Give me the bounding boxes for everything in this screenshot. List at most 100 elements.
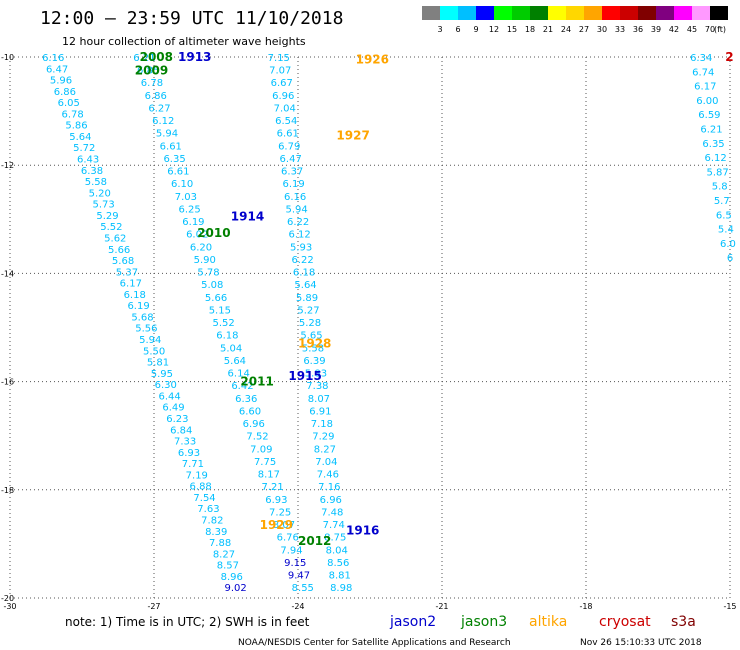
lon-tick-label: -15 [723, 602, 736, 611]
swh-value: 7.33 [174, 437, 196, 448]
pass-label: 2009 [135, 64, 168, 78]
swh-value: 7.19 [186, 470, 208, 481]
swh-value: 6.36 [235, 394, 257, 405]
swh-value: 6.21 [700, 124, 722, 135]
swh-value: 9.15 [284, 558, 306, 569]
legend-swatch [530, 6, 548, 20]
lat-tick-label: -16 [1, 378, 14, 387]
swh-value: 6.85 [137, 66, 159, 77]
lon-tick-label: -24 [291, 602, 304, 611]
swh-value: 6.21 [133, 53, 155, 64]
swh-value: 6.54 [275, 116, 297, 127]
swh-value: 6.22 [291, 255, 313, 266]
pass-label: 1928 [298, 337, 331, 351]
lat-tick-label: -10 [1, 53, 14, 62]
satellite-name: jason2 [389, 614, 436, 630]
swh-value: 6.91 [309, 406, 331, 417]
legend-swatch [440, 6, 458, 20]
swh-value: 6.00 [696, 96, 718, 107]
swh-value: 8.17 [258, 470, 280, 481]
swh-value: 5.64 [224, 356, 246, 367]
swh-value: 6.38 [81, 166, 103, 177]
swh-value: 6.34 [690, 53, 712, 64]
swh-value: 6.44 [158, 391, 180, 402]
timestamp-text: Nov 26 15:10:33 UTC 2018 [580, 638, 702, 648]
pass-label: 2011 [240, 375, 273, 389]
axis-tick-labels: -30 -27 -24 -21 -18 -15 -10 -12 -14 -16 -18 -20 [1, 53, 737, 611]
swh-value: 7.82 [201, 515, 223, 526]
swh-value: 7.15 [268, 53, 290, 64]
swh-value: 5.68 [131, 312, 153, 323]
swh-value: 7.52 [246, 432, 268, 443]
swh-value: 6.20 [190, 242, 212, 253]
swh-value: 7.54 [193, 493, 215, 504]
swh-value: 5.28 [299, 318, 321, 329]
credit-text: NOAA/NESDIS Center for Satellite Applica… [238, 638, 511, 648]
swh-value: 6.43 [77, 155, 99, 166]
lon-tick-label: -27 [147, 602, 160, 611]
legend-label: 27 [579, 25, 589, 34]
legend-label: 39 [651, 25, 661, 34]
swh-value: 9.47 [288, 571, 310, 582]
swh-value: 5.58 [85, 177, 107, 188]
legend-swatch [692, 6, 710, 20]
swh-value: 7.09 [250, 444, 272, 455]
swh-value: 5.96 [50, 76, 72, 87]
pass-label: 1916 [346, 523, 379, 537]
swh-value: 5.56 [135, 324, 157, 335]
swh-value: 5.90 [194, 255, 216, 266]
lon-tick-label: -30 [3, 602, 16, 611]
swh-value: 6.18 [293, 268, 315, 279]
swh-value: 5.83 [305, 369, 327, 380]
swh-value: 6.61 [160, 141, 182, 152]
swh-value: 5.81 [147, 358, 169, 369]
pass-label: 2008 [140, 50, 173, 64]
swh-value: 6.47 [280, 154, 302, 165]
swh-value: 6.02 [186, 230, 208, 241]
page-title: 12:00 – 23:59 UTC 11/10/2018 [40, 8, 343, 29]
pass-label: 2010 [197, 226, 230, 240]
satellite-name: s3a [671, 614, 696, 630]
legend-label: 3 [437, 25, 442, 34]
swh-value: 6.0 [720, 239, 736, 250]
swh-value: 6.30 [155, 380, 177, 391]
swh-value: 8.27 [213, 549, 235, 560]
swh-value: 6.23 [166, 414, 188, 425]
legend-label: 24 [561, 25, 571, 34]
swh-value: 6.78 [61, 109, 83, 120]
satellite-legend: jason2 jason3 altika cryosat s3a [389, 614, 696, 630]
legend-label: 36 [633, 25, 643, 34]
swh-value: 6.47 [46, 64, 68, 75]
swh-value: 6.35 [702, 139, 724, 150]
swh-value: 5.52 [100, 222, 122, 233]
swh-value: 5.08 [201, 280, 223, 291]
altimeter-tracks: 6.166.475.966.866.056.785.865.645.726.43… [42, 53, 736, 594]
swh-value: 5.04 [220, 343, 242, 354]
swh-value: 7.04 [274, 103, 296, 114]
legend-swatch [476, 6, 494, 20]
swh-value: 5.93 [290, 242, 312, 253]
swh-value: 5.87 [707, 167, 729, 178]
swh-value: 5.66 [108, 245, 130, 256]
swh-value: 8.07 [308, 394, 330, 405]
swh-value: 7.04 [315, 457, 337, 468]
footer-note: note: 1) Time is in UTC; 2) SWH is in fe… [65, 615, 310, 629]
track-c: 7.157.076.676.967.046.546.616.796.476.37… [268, 53, 353, 594]
swh-value: 5.52 [212, 318, 234, 329]
swh-value: 5.64 [294, 280, 316, 291]
legend-swatch [602, 6, 620, 20]
swh-value: 8.27 [314, 444, 336, 455]
swh-value: 7.18 [311, 419, 333, 430]
swh-value: 8.57 [217, 561, 239, 572]
swh-value: 5.8 [712, 182, 728, 193]
swh-value: 6.17 [694, 82, 716, 93]
legend-label: 18 [525, 25, 535, 34]
pass-label: 1929 [260, 518, 293, 532]
legend-swatch [584, 6, 602, 20]
swh-value: 6.19 [127, 301, 149, 312]
swh-value: 5.7 [714, 196, 730, 207]
swh-value: 5.94 [156, 129, 178, 140]
swh-value: 6.39 [303, 356, 325, 367]
